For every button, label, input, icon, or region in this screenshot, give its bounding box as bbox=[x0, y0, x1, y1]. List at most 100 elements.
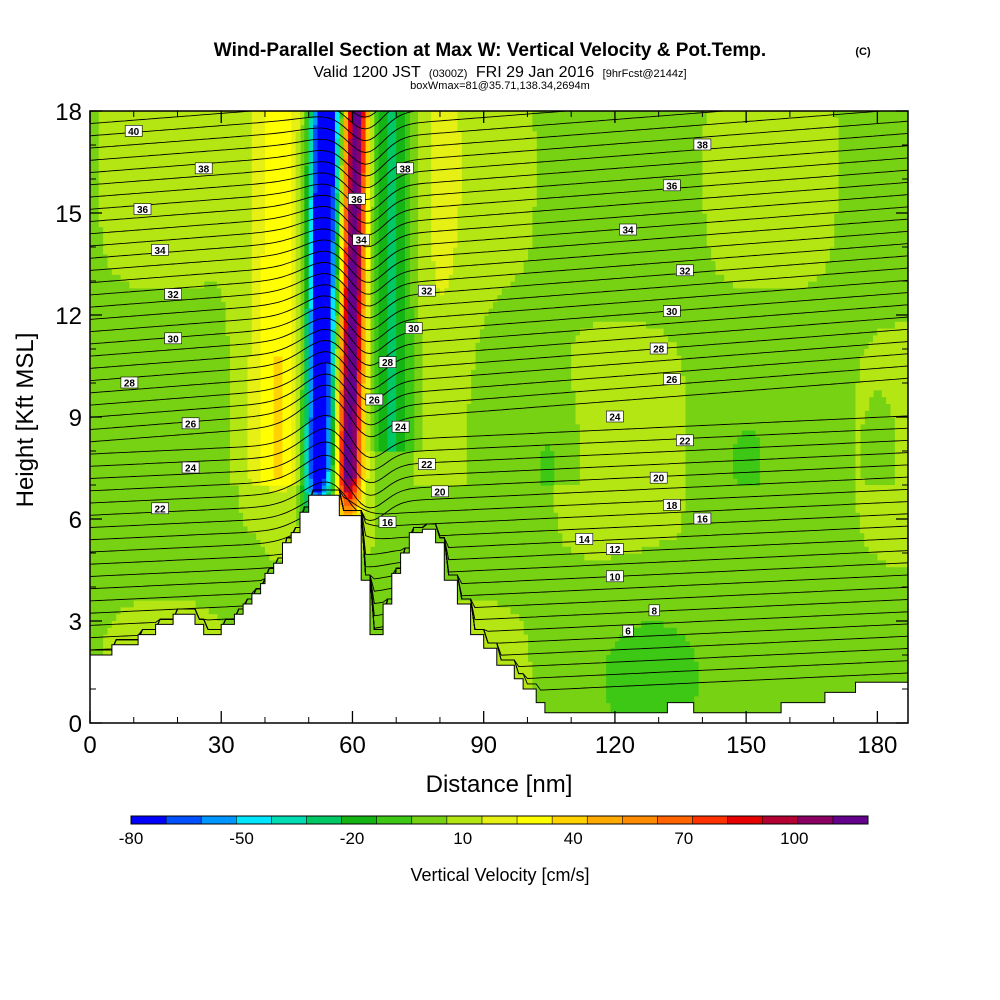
velocity-cell bbox=[304, 403, 310, 411]
velocity-cell bbox=[151, 607, 157, 615]
velocity-cell bbox=[146, 158, 152, 166]
velocity-cell bbox=[365, 179, 371, 187]
velocity-cell bbox=[317, 185, 323, 194]
velocity-cell bbox=[383, 247, 389, 255]
velocity-cell bbox=[304, 383, 310, 391]
velocity-cell bbox=[168, 600, 174, 608]
velocity-cell bbox=[317, 430, 323, 438]
velocity-cell bbox=[313, 117, 319, 126]
velocity-cell bbox=[356, 362, 362, 370]
velocity-cell bbox=[396, 151, 402, 160]
velocity-cell bbox=[299, 471, 305, 479]
velocity-cell bbox=[313, 376, 319, 384]
velocity-cell bbox=[435, 321, 441, 330]
velocity-cell bbox=[251, 410, 257, 418]
velocity-cell bbox=[466, 185, 472, 194]
velocity-cell bbox=[234, 342, 240, 350]
velocity-cell bbox=[251, 247, 257, 255]
velocity-cell bbox=[313, 172, 319, 180]
velocity-cell bbox=[273, 437, 279, 445]
velocity-cell bbox=[326, 233, 332, 241]
velocity-cell bbox=[444, 213, 450, 221]
velocity-cell bbox=[474, 253, 480, 262]
velocity-cell bbox=[190, 253, 196, 262]
velocity-cell bbox=[326, 165, 332, 173]
velocity-cell bbox=[466, 165, 472, 173]
velocity-cell bbox=[448, 444, 454, 452]
velocity-cell bbox=[461, 192, 467, 200]
velocity-cell bbox=[159, 138, 165, 146]
velocity-cell bbox=[343, 145, 349, 153]
velocity-cell bbox=[173, 158, 179, 166]
velocity-cell bbox=[461, 117, 467, 126]
velocity-cell bbox=[173, 226, 179, 234]
velocity-cell bbox=[321, 451, 327, 459]
velocity-cell bbox=[453, 328, 459, 336]
velocity-cell bbox=[151, 621, 157, 629]
velocity-cell bbox=[339, 281, 345, 289]
velocity-cell bbox=[492, 253, 498, 262]
velocity-cell bbox=[479, 253, 485, 262]
velocity-cell bbox=[444, 369, 450, 377]
velocity-cell bbox=[326, 247, 332, 255]
velocity-cell bbox=[488, 192, 494, 200]
velocity-cell bbox=[278, 138, 284, 146]
velocity-cell bbox=[496, 226, 502, 234]
velocity-cell bbox=[111, 627, 117, 636]
velocity-cell bbox=[457, 478, 463, 486]
velocity-cell bbox=[426, 410, 432, 418]
velocity-cell bbox=[116, 206, 122, 214]
velocity-cell bbox=[409, 315, 415, 323]
velocity-cell bbox=[435, 437, 441, 445]
velocity-cell bbox=[378, 219, 384, 228]
velocity-cell bbox=[326, 124, 332, 132]
velocity-cell bbox=[404, 396, 410, 404]
velocity-cell bbox=[457, 464, 463, 472]
velocity-cell bbox=[229, 335, 235, 343]
velocity-cell bbox=[278, 349, 284, 357]
velocity-cell bbox=[251, 226, 257, 234]
velocity-cell bbox=[225, 192, 231, 200]
velocity-cell bbox=[326, 138, 332, 146]
velocity-cell bbox=[404, 138, 410, 146]
velocity-cell bbox=[177, 117, 183, 126]
velocity-cell bbox=[343, 349, 349, 357]
velocity-cell bbox=[273, 491, 279, 500]
velocity-cell bbox=[286, 281, 292, 289]
velocity-cell bbox=[151, 165, 157, 173]
velocity-cell bbox=[457, 410, 463, 418]
velocity-cell bbox=[444, 172, 450, 180]
velocity-cell bbox=[256, 410, 262, 418]
velocity-cell bbox=[256, 124, 262, 132]
velocity-cell bbox=[496, 233, 502, 241]
velocity-cell bbox=[313, 145, 319, 153]
velocity-cell bbox=[374, 185, 380, 194]
velocity-cell bbox=[439, 213, 445, 221]
velocity-cell bbox=[321, 301, 327, 309]
velocity-cell bbox=[365, 185, 371, 194]
velocity-cell bbox=[352, 267, 358, 275]
velocity-cell bbox=[470, 145, 476, 153]
velocity-cell bbox=[111, 145, 117, 153]
velocity-cell bbox=[208, 621, 214, 629]
velocity-cell bbox=[334, 145, 340, 153]
velocity-cell bbox=[120, 131, 126, 139]
velocity-cell bbox=[387, 376, 393, 384]
velocity-cell bbox=[418, 213, 424, 221]
velocity-cell bbox=[444, 301, 450, 309]
velocity-cell bbox=[422, 362, 428, 370]
velocity-cell bbox=[431, 451, 437, 459]
velocity-cell bbox=[264, 260, 270, 268]
velocity-cell bbox=[212, 240, 218, 248]
velocity-cell bbox=[488, 131, 494, 139]
velocity-cell bbox=[383, 138, 389, 146]
velocity-cell bbox=[107, 185, 113, 194]
velocity-cell bbox=[488, 600, 494, 608]
velocity-cell bbox=[243, 111, 249, 119]
velocity-cell bbox=[334, 294, 340, 302]
velocity-cell bbox=[466, 355, 472, 364]
velocity-cell bbox=[466, 233, 472, 241]
velocity-cell bbox=[103, 219, 109, 228]
velocity-cell bbox=[334, 124, 340, 132]
velocity-cell bbox=[251, 342, 257, 350]
